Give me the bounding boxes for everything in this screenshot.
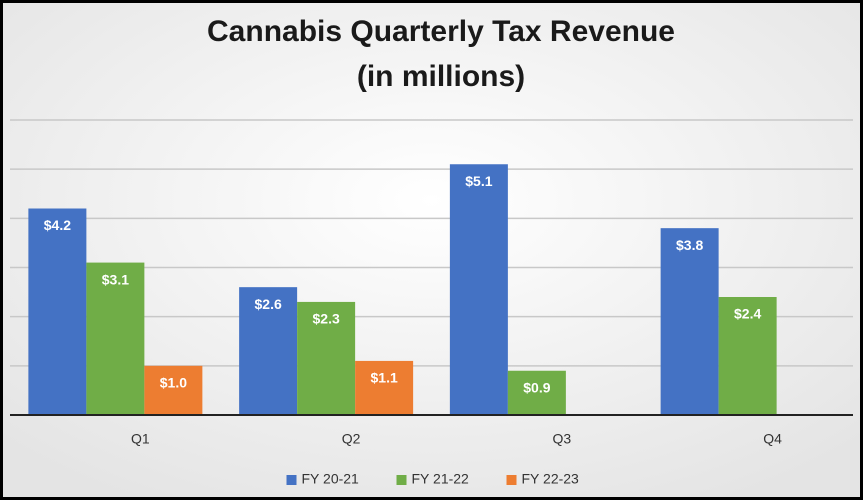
value-label: $0.9 [523, 379, 550, 395]
value-label: $1.0 [160, 375, 187, 391]
bar [144, 365, 203, 415]
value-label: $4.2 [44, 217, 71, 233]
bar [355, 360, 414, 415]
legend-label: FY 20-21 [302, 471, 360, 487]
bar [297, 301, 356, 415]
chart-subtitle: (in millions) [357, 60, 525, 93]
value-label: $3.8 [676, 237, 703, 253]
value-label: $2.6 [255, 296, 282, 312]
legend-label: FY 22-23 [522, 471, 580, 487]
bar [718, 297, 777, 415]
bar [86, 262, 145, 415]
value-label: $3.1 [102, 271, 129, 287]
bar [449, 164, 508, 415]
bar [660, 228, 719, 415]
bar [28, 208, 87, 415]
legend-swatch [396, 475, 407, 485]
x-tick-label: Q4 [763, 431, 782, 447]
value-label: $1.1 [371, 370, 398, 386]
legend-label: FY 21-22 [412, 471, 470, 487]
x-tick-label: Q2 [342, 431, 361, 447]
bar [239, 287, 298, 415]
bar [507, 370, 566, 415]
chart-title: Cannabis Quarterly Tax Revenue [207, 15, 675, 48]
legend-swatch [506, 475, 517, 485]
value-label: $2.3 [313, 311, 340, 327]
value-label: $5.1 [465, 173, 492, 189]
x-tick-label: Q1 [131, 431, 150, 447]
value-label: $2.4 [734, 306, 761, 322]
x-tick-label: Q3 [553, 431, 572, 447]
legend-swatch [286, 475, 297, 485]
